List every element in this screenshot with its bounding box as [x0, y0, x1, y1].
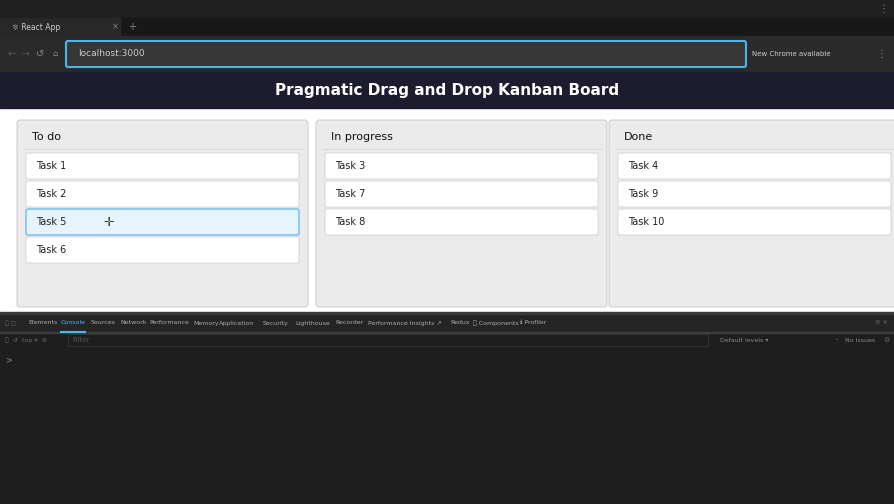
Bar — [0, 312, 894, 314]
Text: ⋮: ⋮ — [875, 49, 885, 59]
Text: Task 2: Task 2 — [36, 189, 66, 199]
Text: ↺: ↺ — [36, 49, 44, 59]
Text: No Issues: No Issues — [844, 338, 874, 343]
Text: ✛: ✛ — [103, 216, 114, 228]
Text: Task 1: Task 1 — [36, 161, 66, 171]
Text: Task 10: Task 10 — [628, 217, 663, 227]
Bar — [0, 108, 894, 314]
Bar — [0, 0, 894, 18]
Text: Default levels ▾: Default levels ▾ — [719, 338, 768, 343]
FancyBboxPatch shape — [26, 181, 299, 207]
Text: ←: ← — [8, 49, 16, 59]
FancyBboxPatch shape — [618, 153, 890, 179]
Text: Task 9: Task 9 — [628, 189, 657, 199]
Text: +: + — [128, 22, 136, 32]
Text: ⚙: ⚙ — [882, 337, 889, 343]
Bar — [0, 332, 894, 348]
Text: ⋮: ⋮ — [877, 4, 887, 14]
Text: Sources: Sources — [90, 321, 115, 326]
Text: Task 8: Task 8 — [334, 217, 365, 227]
Bar — [68, 334, 707, 346]
Bar — [0, 18, 120, 36]
Text: Pragmatic Drag and Drop Kanban Board: Pragmatic Drag and Drop Kanban Board — [274, 83, 619, 97]
Text: New Chrome available: New Chrome available — [751, 51, 830, 57]
FancyBboxPatch shape — [26, 153, 299, 179]
Text: In progress: In progress — [331, 132, 392, 142]
FancyBboxPatch shape — [618, 209, 890, 235]
Bar — [0, 332, 894, 333]
Text: Memory: Memory — [193, 321, 218, 326]
FancyBboxPatch shape — [66, 41, 746, 67]
Text: →: → — [22, 49, 30, 59]
Text: Performance Insights ↗: Performance Insights ↗ — [368, 321, 442, 326]
Text: Elements: Elements — [28, 321, 57, 326]
FancyBboxPatch shape — [17, 120, 308, 307]
Text: Network: Network — [120, 321, 147, 326]
Text: localhost:3000: localhost:3000 — [78, 49, 145, 58]
Text: Task 6: Task 6 — [36, 245, 66, 255]
FancyBboxPatch shape — [316, 120, 606, 307]
Text: Filter: Filter — [72, 337, 89, 343]
Text: ⚙ ✕: ⚙ ✕ — [874, 321, 887, 326]
FancyBboxPatch shape — [325, 181, 597, 207]
Text: Lighthouse: Lighthouse — [295, 321, 330, 326]
FancyBboxPatch shape — [26, 209, 299, 235]
Text: ⧉ ◻: ⧉ ◻ — [5, 320, 16, 326]
Bar — [0, 314, 894, 504]
Text: ·: · — [834, 335, 838, 345]
Text: Application: Application — [219, 321, 254, 326]
Text: Performance: Performance — [149, 321, 189, 326]
Text: Console: Console — [61, 321, 86, 326]
Text: Task 4: Task 4 — [628, 161, 657, 171]
Text: Task 7: Task 7 — [334, 189, 365, 199]
Text: ⚛ React App: ⚛ React App — [12, 23, 60, 31]
Bar — [0, 18, 894, 36]
FancyBboxPatch shape — [618, 181, 890, 207]
FancyBboxPatch shape — [608, 120, 894, 307]
Bar — [0, 348, 894, 504]
Text: Redux: Redux — [450, 321, 469, 326]
Text: Recorder: Recorder — [335, 321, 363, 326]
Text: ⌂: ⌂ — [52, 49, 57, 58]
Text: To do: To do — [32, 132, 61, 142]
Text: 🧩 Components: 🧩 Components — [472, 320, 518, 326]
Text: Task 5: Task 5 — [36, 217, 66, 227]
Text: 🚫  ↺  top ▾  ⚙: 🚫 ↺ top ▾ ⚙ — [5, 337, 47, 343]
FancyBboxPatch shape — [26, 237, 299, 263]
Text: ×: × — [112, 23, 119, 31]
Text: Security: Security — [262, 321, 288, 326]
Text: Task 3: Task 3 — [334, 161, 365, 171]
FancyBboxPatch shape — [325, 209, 597, 235]
Bar — [0, 36, 894, 72]
Text: ℹ Profiler: ℹ Profiler — [519, 321, 545, 326]
Text: >: > — [5, 355, 12, 364]
Bar — [0, 314, 894, 332]
Text: Done: Done — [623, 132, 653, 142]
Bar — [0, 72, 894, 108]
FancyBboxPatch shape — [325, 153, 597, 179]
